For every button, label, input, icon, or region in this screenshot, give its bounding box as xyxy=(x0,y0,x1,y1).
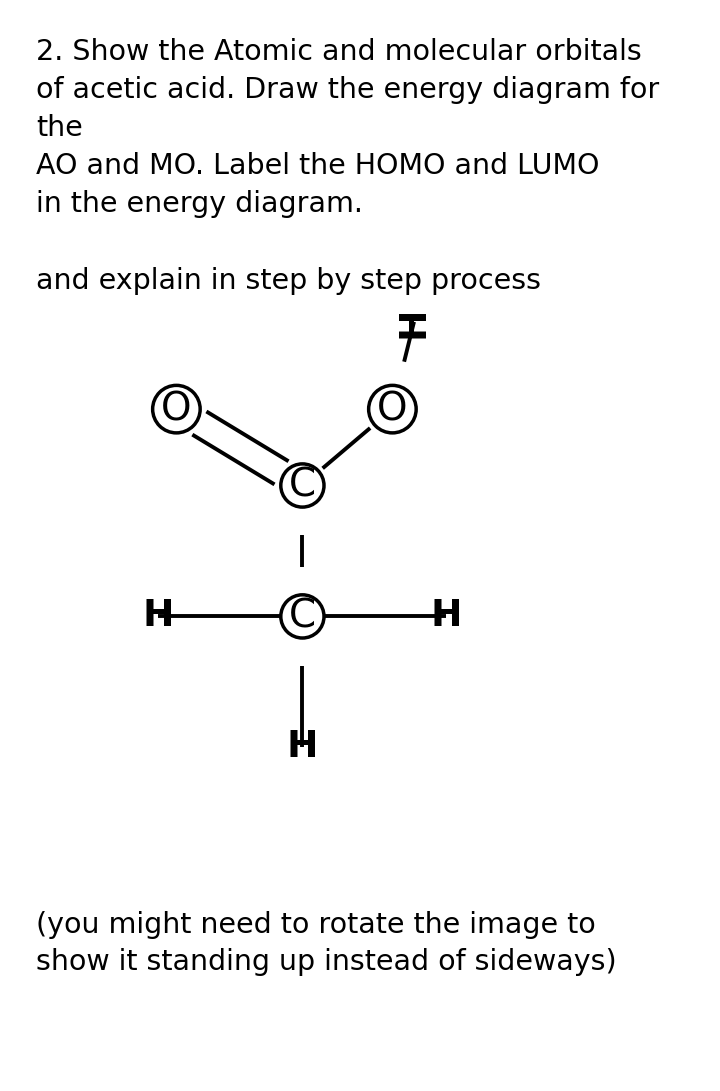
Text: H: H xyxy=(431,599,462,634)
Text: O: O xyxy=(161,391,192,428)
Text: C: C xyxy=(289,467,316,504)
Text: C: C xyxy=(289,598,316,635)
Text: and explain in step by step process: and explain in step by step process xyxy=(36,267,541,296)
Text: (you might need to rotate the image to
show it standing up instead of sideways): (you might need to rotate the image to s… xyxy=(36,911,616,976)
Text: O: O xyxy=(377,391,408,428)
Text: H: H xyxy=(287,730,318,765)
Text: H: H xyxy=(396,307,432,337)
Text: H: H xyxy=(143,599,174,634)
Text: 2. Show the Atomic and molecular orbitals
of acetic acid. Draw the energy diagra: 2. Show the Atomic and molecular orbital… xyxy=(36,38,660,218)
